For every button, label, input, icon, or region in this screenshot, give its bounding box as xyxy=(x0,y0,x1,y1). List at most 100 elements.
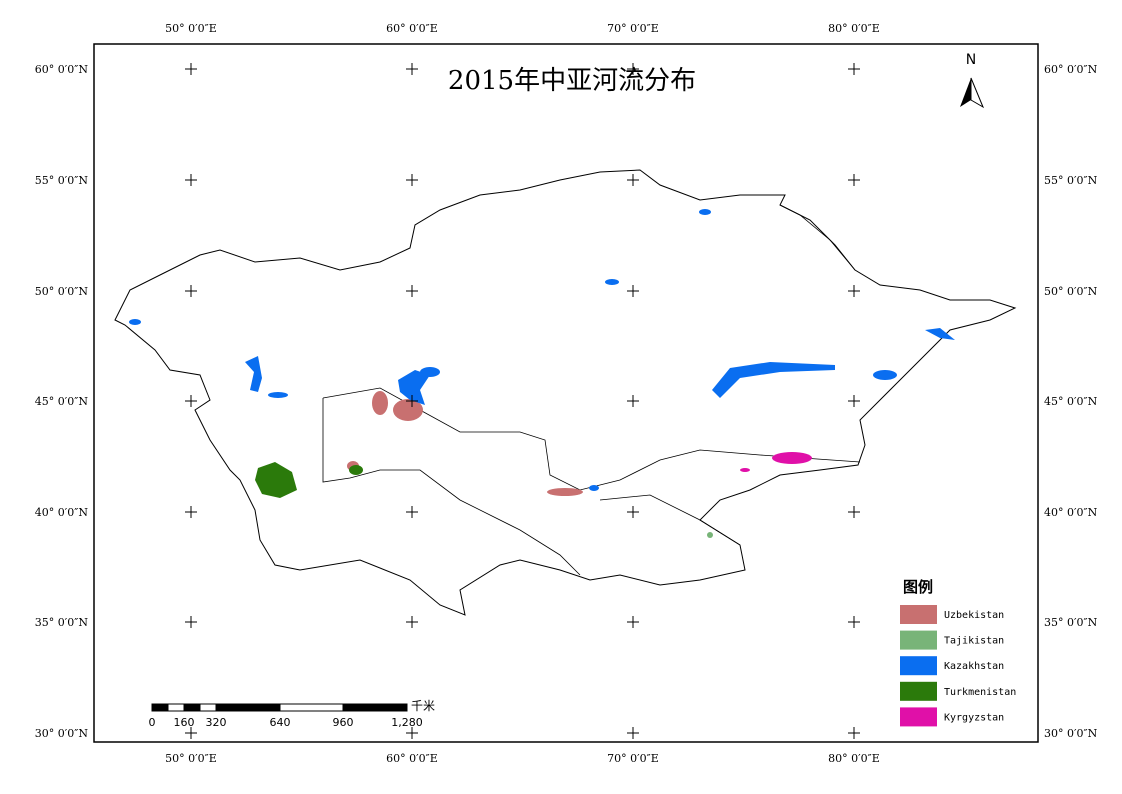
graticule-cross xyxy=(848,174,860,186)
legend-label: Turkmenistan xyxy=(944,687,1016,698)
water-body xyxy=(873,370,897,380)
legend-swatch xyxy=(900,605,937,624)
scale-label: 640 xyxy=(270,716,291,729)
graticule-cross xyxy=(627,727,639,739)
water-body xyxy=(245,356,262,392)
graticule-cross xyxy=(627,63,639,75)
scale-label: 0 xyxy=(149,716,156,729)
graticule-cross xyxy=(848,506,860,518)
water-body xyxy=(740,468,750,472)
scale-segment xyxy=(279,703,344,712)
graticule-cross xyxy=(406,506,418,518)
lat-label: 60° 0′0″N xyxy=(1044,63,1098,76)
legend: 图例 Uzbekistan Tajikistan Kazakhstan Turkmen… xyxy=(900,578,1016,727)
map-title: 2015年中亚河流分布 xyxy=(448,66,696,96)
graticule-cross xyxy=(627,506,639,518)
legend-swatch xyxy=(900,656,937,676)
water-body xyxy=(268,392,288,398)
region-outline xyxy=(114,169,1017,616)
water-body xyxy=(255,462,297,498)
graticule-cross xyxy=(627,616,639,628)
legend-label: Uzbekistan xyxy=(944,610,1004,621)
lon-label: 60° 0′0″E xyxy=(386,752,438,765)
graticule-cross xyxy=(185,174,197,186)
lat-label: 60° 0′0″N xyxy=(35,63,89,76)
water-body xyxy=(925,328,955,340)
lon-label: 70° 0′0″E xyxy=(607,752,659,765)
scale-segment xyxy=(342,703,408,712)
lon-label: 70° 0′0″E xyxy=(607,22,659,35)
graticule-cross xyxy=(848,285,860,297)
north-arrow-right xyxy=(970,77,985,109)
scale-segment xyxy=(151,703,169,712)
north-arrow: N xyxy=(960,52,985,109)
water-body xyxy=(372,391,388,415)
scale-segment xyxy=(167,703,185,712)
scale-unit: 千米 xyxy=(411,699,435,713)
graticule-cross xyxy=(185,727,197,739)
graticule-cross xyxy=(627,174,639,186)
graticule-cross xyxy=(406,285,418,297)
water-body xyxy=(420,367,440,377)
graticule-cross xyxy=(627,395,639,407)
scale-segment xyxy=(183,703,201,712)
scale-label: 960 xyxy=(333,716,354,729)
lat-label: 30° 0′0″N xyxy=(35,727,89,740)
lon-label: 80° 0′0″E xyxy=(828,22,880,35)
graticule-cross xyxy=(406,174,418,186)
lon-label: 50° 0′0″E xyxy=(165,752,217,765)
water-body xyxy=(699,209,711,215)
graticule-cross xyxy=(406,395,418,407)
graticule-cross xyxy=(185,506,197,518)
legend-title: 图例 xyxy=(903,578,933,596)
legend-label: Tajikistan xyxy=(944,636,1004,647)
lat-label: 45° 0′0″N xyxy=(35,395,89,408)
water-body xyxy=(707,532,713,538)
north-arrow-left xyxy=(960,78,971,107)
lat-label: 50° 0′0″N xyxy=(35,285,89,298)
water-body xyxy=(129,319,141,325)
graticule-cross xyxy=(848,616,860,628)
lon-label: 60° 0′0″E xyxy=(386,22,438,35)
graticule-cross xyxy=(185,616,197,628)
lat-label: 55° 0′0″N xyxy=(1044,174,1098,187)
graticule-cross xyxy=(406,616,418,628)
water-body xyxy=(772,452,812,464)
lat-label: 50° 0′0″N xyxy=(1044,285,1098,298)
graticule-cross xyxy=(406,63,418,75)
water-body xyxy=(547,488,583,496)
lat-label: 55° 0′0″N xyxy=(35,174,89,187)
scale-label: 320 xyxy=(206,716,227,729)
water-body xyxy=(398,370,430,405)
scale-segment xyxy=(215,703,281,712)
graticule-cross xyxy=(185,63,197,75)
border xyxy=(322,398,581,576)
water-body xyxy=(605,279,619,285)
lat-label: 40° 0′0″N xyxy=(35,506,89,519)
water-body xyxy=(349,465,363,475)
scale-label: 160 xyxy=(174,716,195,729)
scale-bar: 千米 0 160 320 640 960 1,280 xyxy=(149,699,436,729)
scale-label: 1,280 xyxy=(391,716,423,729)
water-body xyxy=(589,485,599,491)
legend-swatch xyxy=(900,630,937,650)
lat-label: 40° 0′0″N xyxy=(1044,506,1098,519)
lon-label: 50° 0′0″E xyxy=(165,22,217,35)
water-body xyxy=(393,399,423,421)
lat-label: 45° 0′0″N xyxy=(1044,395,1098,408)
border xyxy=(599,494,741,546)
graticule-cross xyxy=(848,63,860,75)
lat-label: 35° 0′0″N xyxy=(1044,616,1098,629)
graticule-cross xyxy=(185,395,197,407)
graticule-cross xyxy=(848,727,860,739)
legend-swatch xyxy=(900,707,937,727)
scale-segment xyxy=(199,703,217,712)
north-label: N xyxy=(966,52,976,68)
graticule-cross xyxy=(185,285,197,297)
water-body xyxy=(712,362,835,398)
graticule-cross xyxy=(627,285,639,297)
border xyxy=(779,204,856,271)
legend-label: Kyrgyzstan xyxy=(944,712,1004,723)
lat-label: 35° 0′0″N xyxy=(35,616,89,629)
